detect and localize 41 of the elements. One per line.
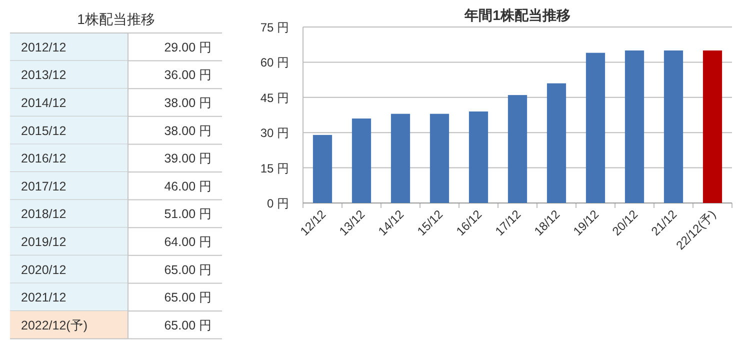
text: 39.00 円 [164,152,212,166]
text: 1株配当推移 [77,11,155,27]
y-tick-label: 45 円 [260,90,289,105]
text: 64.00 円 [164,235,212,249]
text: 51.00 円 [164,207,212,222]
category-label: 2012/12 [21,40,66,54]
y-tick-label: 60 円 [260,56,289,70]
category-label: 2016/12 [21,152,66,166]
category-label: 2019/12 [21,235,66,249]
text: 29.00 円 [164,40,212,54]
bar [390,114,410,203]
y-tick-label: 75 円 [260,20,289,34]
bar [624,50,644,203]
text: 65.00 円 [164,318,212,332]
category-label: 2021/12 [21,290,66,305]
text: 38.00 円 [164,96,212,110]
category-label: 2020/12 [21,262,66,277]
text: 65.00 円 [164,262,212,277]
category-label: 2018/12 [21,207,66,222]
bar [468,111,488,203]
y-tick-label: 0 円 [266,196,289,210]
bar [546,83,566,203]
text: 36.00 円 [164,68,212,82]
bar [702,50,722,203]
bar [508,95,528,203]
bar [312,134,332,203]
text: 46.00 円 [164,179,212,194]
text: 65.00 円 [164,290,212,305]
category-label: 2013/12 [21,68,66,82]
y-tick-label: 15 円 [260,161,289,176]
bar [430,114,450,203]
category-label: 2017/12 [21,179,66,194]
category-label: 2022/12(予) [21,318,88,332]
category-label: 2015/12 [21,124,66,138]
category-label: 2014/12 [21,96,66,110]
bar [352,118,372,203]
y-tick-label: 30 円 [260,126,289,140]
chart-title: 年間1株配当推移 [464,7,570,23]
bar [586,52,606,203]
bar [664,50,684,203]
text: 38.00 円 [164,124,212,138]
